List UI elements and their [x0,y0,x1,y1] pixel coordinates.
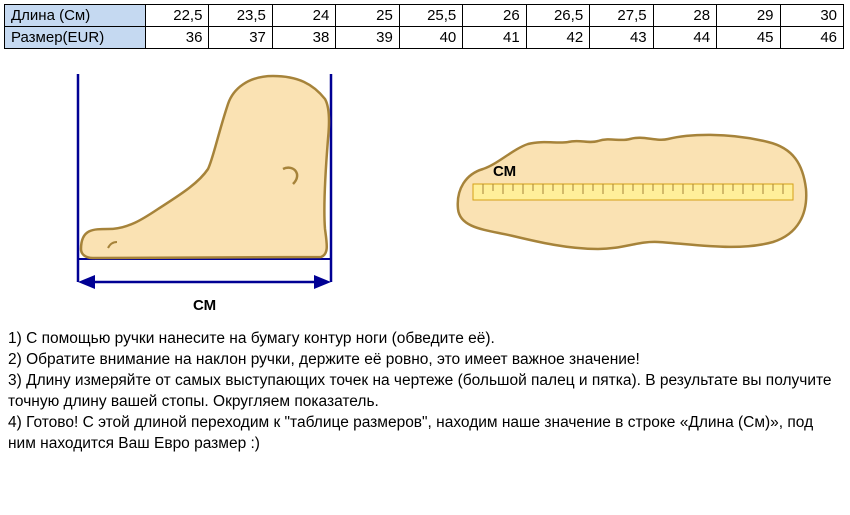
instruction-line: 3) Длину измеряйте от самых выступающих … [8,371,842,413]
size-cell: 42 [526,27,589,49]
foot-top-diagram: СМ [438,114,818,274]
length-cell: 25,5 [399,5,462,27]
length-cell: 27,5 [590,5,653,27]
table-row-length: Длина (См) 22,5 23,5 24 25 25,5 26 26,5 … [5,5,844,27]
size-cell: 41 [463,27,526,49]
size-cell: 46 [780,27,843,49]
arrow-left-icon [78,275,95,289]
length-cell: 22,5 [146,5,209,27]
instruction-line: 1) С помощью ручки нанесите на бумагу ко… [8,329,842,350]
length-cell: 24 [272,5,335,27]
size-cell: 44 [653,27,716,49]
size-cell: 40 [399,27,462,49]
foot-side-diagram: СМ [33,64,373,324]
size-table: Длина (См) 22,5 23,5 24 25 25,5 26 26,5 … [4,4,844,49]
size-cell: 36 [146,27,209,49]
size-cell: 43 [590,27,653,49]
length-cell: 29 [717,5,780,27]
row-header-length: Длина (См) [5,5,146,27]
cm-label-side: СМ [193,297,216,314]
length-cell: 28 [653,5,716,27]
size-cell: 37 [209,27,272,49]
length-cell: 26 [463,5,526,27]
arrow-right-icon [314,275,331,289]
row-header-size: Размер(EUR) [5,27,146,49]
length-cell: 26,5 [526,5,589,27]
instruction-line: 4) Готово! С этой длиной переходим к "та… [8,413,842,455]
cm-label-top: СМ [493,163,516,180]
diagrams-area: СМ [0,59,850,329]
length-cell: 25 [336,5,399,27]
size-cell: 39 [336,27,399,49]
instruction-line: 2) Обратите внимание на наклон ручки, де… [8,350,842,371]
instructions-block: 1) С помощью ручки нанесите на бумагу ко… [0,329,850,455]
length-cell: 23,5 [209,5,272,27]
table-row-size: Размер(EUR) 36 37 38 39 40 41 42 43 44 4… [5,27,844,49]
length-cell: 30 [780,5,843,27]
size-cell: 45 [717,27,780,49]
size-cell: 38 [272,27,335,49]
